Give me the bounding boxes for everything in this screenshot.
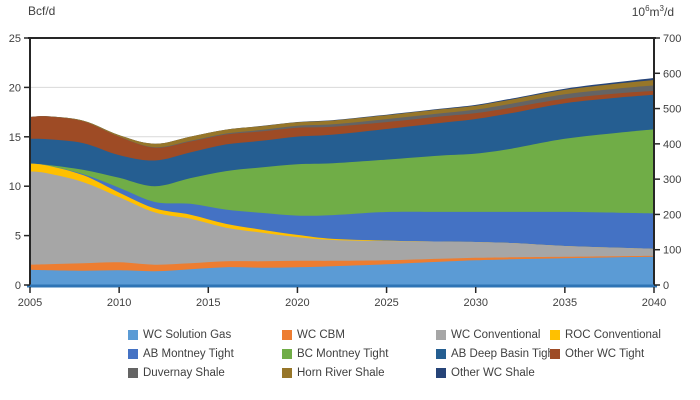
legend-item-duvernay-shale: Duvernay Shale bbox=[128, 366, 225, 380]
legend-item-ab-montney-tight: AB Montney Tight bbox=[128, 347, 234, 361]
legend-swatch bbox=[128, 330, 138, 340]
right-tick-label: 700 bbox=[663, 33, 681, 45]
right-tick-label: 300 bbox=[663, 174, 681, 186]
area-wc-solution-gas bbox=[30, 256, 654, 285]
legend-item-ab-deep-basin-tight: AB Deep Basin Tight bbox=[436, 347, 557, 361]
right-tick-label: 200 bbox=[663, 209, 681, 221]
left-tick-label: 25 bbox=[9, 33, 21, 45]
right-unit-exp2: 3 bbox=[659, 4, 664, 13]
legend-label: WC Solution Gas bbox=[143, 329, 232, 341]
legend-swatch bbox=[550, 330, 560, 340]
legend-swatch bbox=[436, 349, 446, 359]
legend-swatch bbox=[282, 330, 292, 340]
legend-item-bc-montney-tight: BC Montney Tight bbox=[282, 347, 388, 361]
x-tick-label: 2005 bbox=[18, 297, 42, 309]
legend-item-other-wc-shale: Other WC Shale bbox=[436, 366, 535, 380]
right-unit-m: m bbox=[649, 5, 660, 19]
legend-swatch bbox=[550, 349, 560, 359]
legend-swatch bbox=[128, 349, 138, 359]
legend-item-wc-conventional: WC Conventional bbox=[436, 328, 540, 342]
right-unit-base: 10 bbox=[631, 5, 646, 19]
legend-label: WC Conventional bbox=[451, 329, 541, 341]
right-unit-tail: /d bbox=[663, 5, 674, 19]
legend-item-wc-solution-gas: WC Solution Gas bbox=[128, 328, 231, 342]
left-tick-label: 15 bbox=[9, 132, 21, 144]
legend-item-horn-river-shale: Horn River Shale bbox=[282, 366, 385, 380]
legend-item-wc-cbm: WC CBM bbox=[282, 328, 345, 342]
legend-item-roc-conventional: ROC Conventional bbox=[550, 328, 661, 342]
right-tick-label: 0 bbox=[663, 280, 669, 292]
legend-swatch bbox=[282, 368, 292, 378]
x-tick-label: 2040 bbox=[642, 297, 666, 309]
legend-label: Other WC Shale bbox=[451, 367, 535, 379]
legend-swatch bbox=[436, 368, 446, 378]
x-tick-label: 2030 bbox=[463, 297, 487, 309]
legend-label: Other WC Tight bbox=[565, 348, 645, 360]
legend-item-other-wc-tight: Other WC Tight bbox=[550, 347, 644, 361]
right-unit-exp: 6 bbox=[645, 4, 650, 13]
legend-label: WC CBM bbox=[297, 329, 345, 341]
right-tick-label: 400 bbox=[663, 139, 681, 151]
x-tick-label: 2010 bbox=[107, 297, 131, 309]
left-axis-unit-label: Bcf/d bbox=[28, 4, 56, 18]
x-tick-label: 2025 bbox=[374, 297, 398, 309]
legend-swatch bbox=[436, 330, 446, 340]
area-wc-conventional bbox=[30, 171, 654, 285]
legend-swatch bbox=[282, 349, 292, 359]
right-tick-label: 100 bbox=[663, 245, 681, 257]
x-tick-label: 2020 bbox=[285, 297, 309, 309]
right-tick-label: 600 bbox=[663, 68, 681, 80]
legend-swatch bbox=[128, 368, 138, 378]
legend-label: Horn River Shale bbox=[297, 367, 385, 379]
x-tick-label: 2015 bbox=[196, 297, 220, 309]
left-tick-label: 0 bbox=[15, 280, 21, 292]
legend-label: BC Montney Tight bbox=[297, 348, 389, 360]
legend-label: AB Montney Tight bbox=[143, 348, 234, 360]
right-tick-label: 500 bbox=[663, 104, 681, 116]
x-tick-label: 2035 bbox=[553, 297, 577, 309]
left-tick-label: 5 bbox=[15, 231, 21, 243]
left-tick-label: 20 bbox=[9, 82, 21, 94]
legend-label: Duvernay Shale bbox=[143, 367, 225, 379]
left-tick-label: 10 bbox=[9, 181, 21, 193]
right-axis-unit-label: 106m3/d bbox=[632, 4, 674, 19]
legend-label: ROC Conventional bbox=[565, 329, 661, 341]
legend-label: AB Deep Basin Tight bbox=[451, 348, 558, 360]
